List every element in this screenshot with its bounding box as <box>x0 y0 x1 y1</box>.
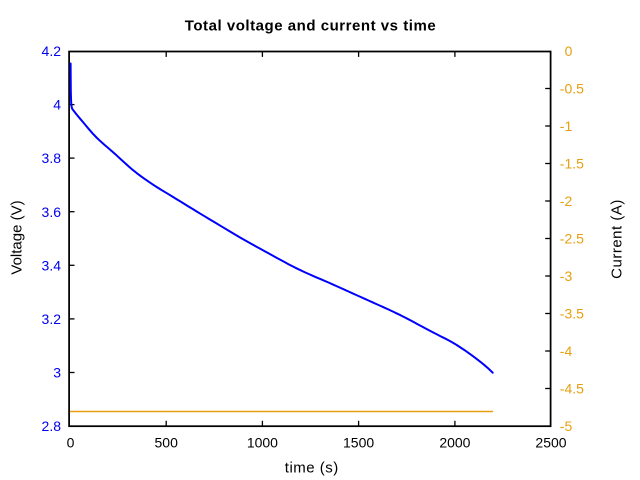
svg-text:2500: 2500 <box>535 435 566 451</box>
svg-text:1500: 1500 <box>343 435 374 451</box>
svg-text:2.8: 2.8 <box>42 418 62 434</box>
svg-text:-4: -4 <box>560 343 573 359</box>
svg-text:0: 0 <box>67 435 75 451</box>
svg-text:2000: 2000 <box>439 435 470 451</box>
svg-text:4.2: 4.2 <box>42 43 62 59</box>
svg-text:0: 0 <box>565 43 573 59</box>
svg-text:3.8: 3.8 <box>42 150 62 166</box>
svg-text:-5: -5 <box>560 418 573 434</box>
svg-text:Total voltage and current vs t: Total voltage and current vs time <box>185 18 436 35</box>
svg-text:-1: -1 <box>560 118 573 134</box>
svg-text:-4.5: -4.5 <box>560 381 584 397</box>
svg-text:3.4: 3.4 <box>42 257 62 273</box>
svg-text:-3.5: -3.5 <box>560 306 584 322</box>
svg-text:500: 500 <box>155 435 179 451</box>
svg-text:Current (A): Current (A) <box>609 199 626 279</box>
svg-text:4: 4 <box>53 97 61 113</box>
svg-text:3: 3 <box>53 365 61 381</box>
svg-text:-2.5: -2.5 <box>560 231 584 247</box>
svg-text:-0.5: -0.5 <box>560 81 584 97</box>
svg-text:1000: 1000 <box>247 435 278 451</box>
svg-text:3.6: 3.6 <box>42 204 62 220</box>
svg-text:-1.5: -1.5 <box>560 156 584 172</box>
svg-text:-3: -3 <box>560 268 573 284</box>
svg-text:Voltage (V): Voltage (V) <box>9 200 26 274</box>
svg-text:3.2: 3.2 <box>42 311 62 327</box>
svg-text:-2: -2 <box>560 193 573 209</box>
svg-text:time (s): time (s) <box>285 460 339 477</box>
